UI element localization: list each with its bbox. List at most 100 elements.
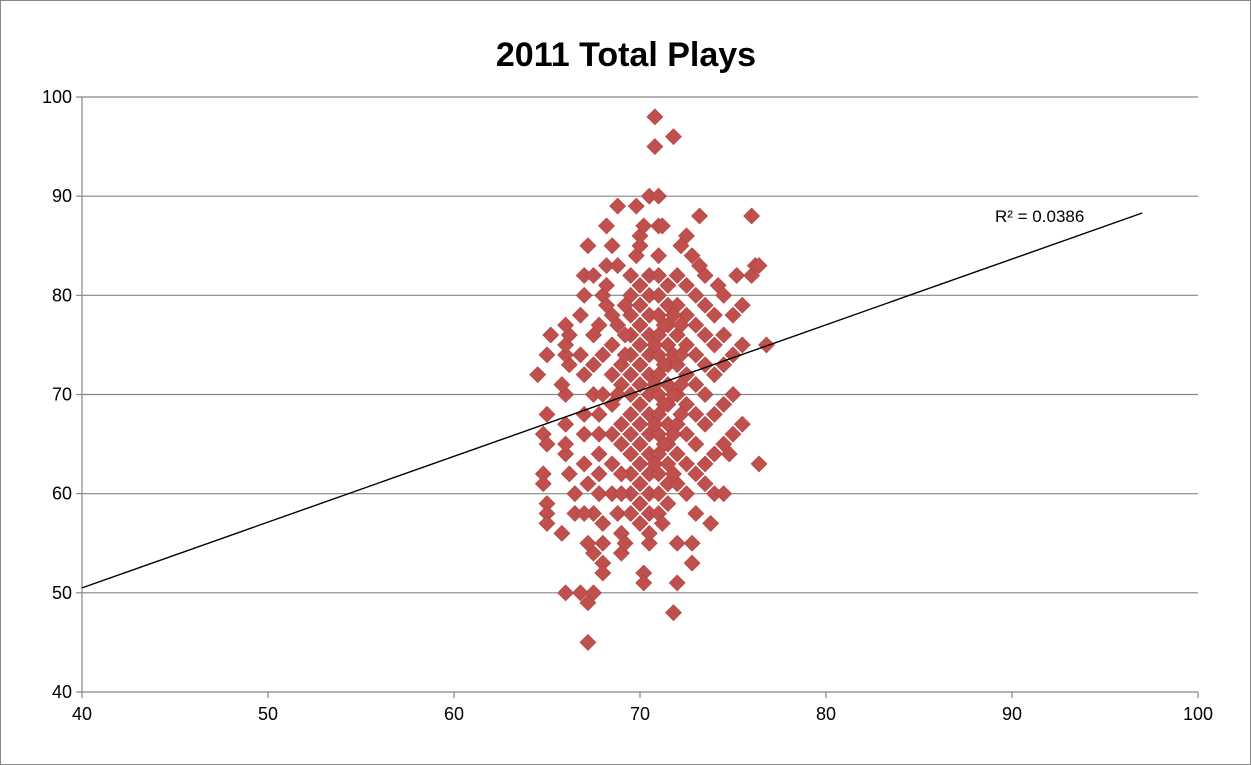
data-point bbox=[616, 326, 634, 344]
data-point bbox=[538, 405, 556, 423]
data-point bbox=[609, 316, 627, 334]
data-point bbox=[705, 306, 723, 324]
data-point bbox=[538, 435, 556, 453]
data-point bbox=[612, 415, 630, 433]
r-squared-label: R² = 0.0386 bbox=[995, 207, 1084, 226]
data-points bbox=[529, 108, 775, 651]
data-point bbox=[668, 445, 686, 463]
data-point bbox=[575, 455, 593, 473]
data-point bbox=[687, 435, 705, 453]
data-point bbox=[579, 475, 597, 493]
data-point bbox=[659, 276, 677, 294]
trendline bbox=[81, 212, 1143, 589]
data-point bbox=[585, 584, 602, 602]
data-point bbox=[534, 475, 552, 493]
data-point bbox=[575, 505, 593, 522]
data-point bbox=[590, 465, 608, 483]
data-point bbox=[598, 217, 615, 235]
data-point bbox=[631, 415, 649, 433]
data-point bbox=[553, 376, 571, 394]
data-point bbox=[665, 128, 682, 146]
data-point bbox=[585, 267, 602, 284]
data-point bbox=[609, 505, 627, 522]
y-tick-label: 90 bbox=[52, 186, 72, 206]
data-point bbox=[538, 346, 556, 364]
data-point bbox=[696, 386, 714, 403]
data-point bbox=[702, 514, 720, 532]
data-point bbox=[650, 267, 668, 284]
trendline-group bbox=[81, 212, 1143, 589]
data-point bbox=[728, 267, 746, 284]
x-tick-label: 60 bbox=[444, 704, 464, 724]
data-point bbox=[687, 286, 705, 304]
data-point bbox=[646, 455, 664, 473]
data-point bbox=[575, 286, 593, 304]
data-point bbox=[646, 415, 664, 433]
data-point bbox=[715, 395, 733, 413]
data-point bbox=[715, 326, 733, 344]
data-point bbox=[750, 257, 768, 275]
data-point bbox=[603, 336, 621, 354]
y-tick-label: 50 bbox=[52, 583, 72, 603]
data-point bbox=[622, 505, 640, 522]
data-point bbox=[655, 395, 673, 413]
x-tick-label: 100 bbox=[1183, 704, 1213, 724]
data-point bbox=[696, 267, 714, 284]
data-point bbox=[557, 445, 575, 463]
data-point bbox=[622, 425, 640, 443]
data-point bbox=[631, 336, 649, 354]
data-point bbox=[655, 316, 673, 334]
data-point bbox=[659, 495, 677, 513]
gridlines bbox=[82, 96, 1198, 594]
data-point bbox=[724, 386, 742, 403]
data-point bbox=[622, 366, 640, 384]
data-point bbox=[665, 604, 682, 622]
data-point bbox=[635, 217, 653, 235]
data-point bbox=[590, 316, 608, 334]
x-tick-label: 70 bbox=[630, 704, 650, 724]
data-point bbox=[631, 475, 649, 493]
data-point bbox=[594, 564, 612, 582]
data-point bbox=[572, 306, 589, 324]
data-point bbox=[678, 425, 695, 443]
y-tick-label: 80 bbox=[52, 285, 72, 305]
data-point bbox=[557, 316, 575, 334]
data-point bbox=[579, 633, 597, 651]
data-point bbox=[603, 237, 621, 255]
data-point bbox=[715, 356, 733, 374]
data-point bbox=[672, 405, 690, 423]
data-point bbox=[579, 534, 597, 552]
data-point bbox=[612, 465, 630, 483]
data-point bbox=[557, 584, 575, 602]
data-point bbox=[650, 247, 668, 265]
data-point bbox=[668, 534, 686, 552]
data-point bbox=[650, 187, 668, 205]
data-point bbox=[594, 346, 612, 364]
data-point bbox=[579, 237, 597, 255]
data-point bbox=[590, 425, 608, 443]
data-point bbox=[640, 534, 658, 552]
data-point bbox=[622, 445, 640, 463]
data-point bbox=[687, 346, 705, 364]
data-point bbox=[609, 197, 627, 215]
data-point bbox=[655, 356, 673, 374]
data-point bbox=[696, 415, 714, 433]
y-tick-label: 100 bbox=[42, 87, 72, 107]
data-point bbox=[683, 534, 701, 552]
data-point bbox=[557, 415, 575, 433]
data-point bbox=[687, 316, 705, 334]
data-point bbox=[616, 534, 634, 552]
data-point bbox=[594, 534, 612, 552]
data-point bbox=[687, 465, 705, 483]
data-point bbox=[575, 366, 593, 384]
data-point bbox=[646, 108, 664, 126]
data-point bbox=[687, 505, 705, 522]
x-tick-label: 80 bbox=[816, 704, 836, 724]
data-point bbox=[672, 376, 690, 394]
data-point bbox=[635, 574, 653, 592]
data-point bbox=[683, 554, 701, 572]
y-tick-label: 60 bbox=[52, 484, 72, 504]
data-point bbox=[705, 336, 723, 354]
x-tick-label: 90 bbox=[1002, 704, 1022, 724]
